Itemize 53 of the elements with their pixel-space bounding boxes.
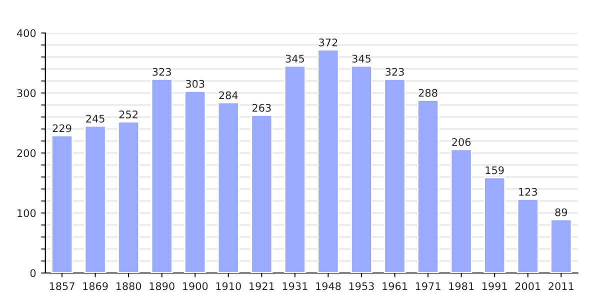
bar bbox=[417, 100, 440, 273]
bar bbox=[150, 78, 173, 273]
x-tick-label: 1953 bbox=[349, 282, 374, 290]
y-tick-label: 100 bbox=[18, 209, 36, 218]
data-label: 345 bbox=[352, 54, 371, 63]
data-label: 263 bbox=[252, 104, 271, 112]
data-label: 252 bbox=[119, 110, 138, 118]
bar bbox=[84, 125, 106, 273]
data-label: 229 bbox=[52, 124, 72, 132]
x-tick-label: 1981 bbox=[449, 282, 474, 290]
data-label: 245 bbox=[86, 114, 104, 123]
x-tick-label: 1890 bbox=[150, 282, 174, 290]
x-tick-label: 2011 bbox=[548, 282, 574, 290]
bar bbox=[217, 102, 240, 273]
x-tick-label: 2001 bbox=[515, 282, 540, 290]
x-tick-label: 1971 bbox=[416, 282, 440, 290]
x-tick-label: 1948 bbox=[316, 282, 341, 290]
y-tick-label: 300 bbox=[17, 89, 36, 98]
data-label: 159 bbox=[486, 166, 504, 174]
data-label: 123 bbox=[519, 188, 537, 196]
data-label: 372 bbox=[319, 38, 338, 46]
y-tick-label: 200 bbox=[17, 149, 36, 158]
bar bbox=[550, 218, 572, 273]
bar bbox=[384, 78, 406, 273]
data-label: 323 bbox=[386, 68, 404, 76]
bar bbox=[250, 114, 273, 273]
bar bbox=[284, 65, 306, 273]
data-label: 303 bbox=[186, 80, 204, 88]
data-label: 89 bbox=[555, 208, 568, 216]
x-tick-label: 1857 bbox=[50, 282, 74, 290]
x-tick-label: 1880 bbox=[116, 282, 142, 290]
x-tick-label: 1961 bbox=[382, 282, 408, 290]
y-tick-label: 400 bbox=[16, 29, 36, 38]
bar bbox=[317, 49, 340, 273]
bar bbox=[450, 148, 472, 273]
x-tick-label: 1910 bbox=[216, 282, 241, 290]
x-tick-label: 1931 bbox=[282, 282, 308, 290]
x-tick-label: 1921 bbox=[250, 282, 274, 290]
bar bbox=[350, 65, 372, 273]
x-tick-label: 1900 bbox=[183, 282, 208, 290]
bar bbox=[51, 134, 74, 273]
x-tick-label: 1991 bbox=[482, 282, 507, 290]
x-tick-label: 1869 bbox=[83, 282, 108, 290]
data-label: 323 bbox=[152, 68, 171, 76]
bar bbox=[184, 90, 206, 273]
data-label: 206 bbox=[452, 138, 471, 146]
bar bbox=[516, 198, 539, 273]
bar bbox=[484, 176, 506, 273]
data-label: 345 bbox=[286, 54, 304, 63]
data-label: 284 bbox=[219, 91, 238, 100]
data-label: 288 bbox=[418, 88, 438, 97]
bar bbox=[118, 121, 140, 273]
y-tick-label: 0 bbox=[30, 269, 36, 278]
